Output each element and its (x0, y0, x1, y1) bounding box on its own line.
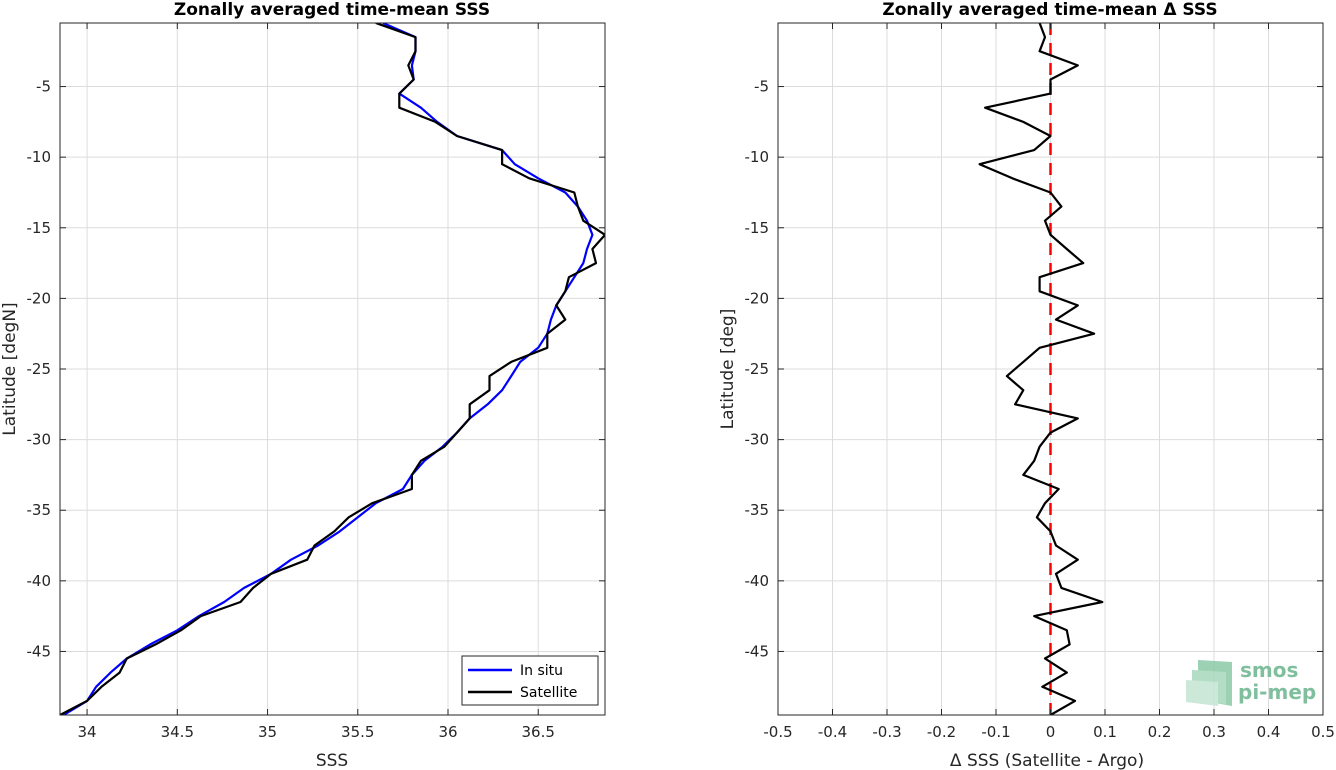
y-tick-label: -35 (745, 501, 770, 519)
delta-sss-plot: -0.5 -0.4 -0.3 -0.2 -0.1 0 0.1 0.2 0.3 0.4 0.5 -5 -1… (718, 0, 1335, 770)
grid (60, 23, 605, 715)
x-tick-label: 0 (1046, 723, 1056, 741)
legend: In situ Satellite (461, 655, 599, 706)
legend-label-in-situ: In situ (520, 663, 563, 679)
y-tick-label: -15 (27, 219, 52, 237)
x-tick-label: -0.5 (763, 723, 792, 741)
smos-pi-mep-logo: smos pi-mep (1186, 658, 1316, 706)
ticks: 34 34.5 35 35.5 36 36.5 -5 -10 -15 -20 -25 -30 -35 -4… (27, 23, 605, 741)
x-tick-label: -0.4 (818, 723, 847, 741)
y-tick-label: -5 (754, 78, 769, 96)
x-tick-label: -0.3 (872, 723, 901, 741)
x-tick-label: 0.1 (1093, 723, 1117, 741)
x-tick-label: 35 (258, 723, 277, 741)
legend-box (461, 655, 599, 706)
x-axis-label: Δ SSS (Satellite - Argo) (950, 751, 1144, 770)
y-tick-label: -45 (745, 642, 770, 660)
x-tick-label: 0.2 (1148, 723, 1172, 741)
series-line-satellite (60, 23, 605, 715)
y-tick-label: -25 (745, 360, 770, 378)
x-tick-label: -0.2 (927, 723, 956, 741)
x-tick-label: 0.5 (1311, 723, 1335, 741)
logo-graphic (1186, 660, 1232, 706)
y-axis-label: Latitude [deg] (718, 309, 738, 430)
sss-plot: 34 34.5 35 35.5 36 36.5 -5 -10 -15 -20 -25 -30 -35 -4… (0, 0, 606, 770)
y-tick-label: -20 (27, 289, 52, 307)
chart-title: Zonally averaged time-mean Δ SSS (882, 0, 1217, 20)
x-tick-label: -0.1 (981, 723, 1010, 741)
y-tick-label: -15 (745, 219, 770, 237)
legend-label-satellite: Satellite (520, 685, 577, 701)
x-tick-label: 0.3 (1202, 723, 1226, 741)
y-tick-label: -5 (36, 78, 51, 96)
y-tick-label: -30 (745, 431, 770, 449)
ticks: -0.5 -0.4 -0.3 -0.2 -0.1 0 0.1 0.2 0.3 0.4 0.5 -5 -1… (745, 23, 1335, 741)
y-tick-label: -35 (27, 501, 52, 519)
x-tick-label: 34.5 (161, 723, 194, 741)
series-lines (978, 23, 1104, 715)
x-axis-label: SSS (316, 751, 348, 770)
y-axis-label: Latitude [degN] (0, 302, 20, 435)
x-tick-label: 36 (438, 723, 457, 741)
x-tick-label: 36.5 (522, 723, 555, 741)
chart-title: Zonally averaged time-mean SSS (174, 0, 490, 20)
y-tick-label: -45 (27, 642, 52, 660)
y-tick-label: -10 (27, 148, 52, 166)
series-line-delta (978, 23, 1104, 715)
y-tick-label: -20 (745, 289, 770, 307)
logo-text-line1: smos (1240, 658, 1298, 682)
x-tick-label: 34 (78, 723, 97, 741)
series-lines (60, 23, 605, 715)
x-tick-label: 35.5 (341, 723, 374, 741)
x-tick-label: 0.4 (1257, 723, 1281, 741)
logo-text-line2: pi-mep (1238, 680, 1316, 704)
y-tick-label: -40 (27, 572, 52, 590)
y-tick-label: -30 (27, 431, 52, 449)
y-tick-label: -40 (745, 572, 770, 590)
y-tick-label: -25 (27, 360, 52, 378)
y-tick-label: -10 (745, 148, 770, 166)
